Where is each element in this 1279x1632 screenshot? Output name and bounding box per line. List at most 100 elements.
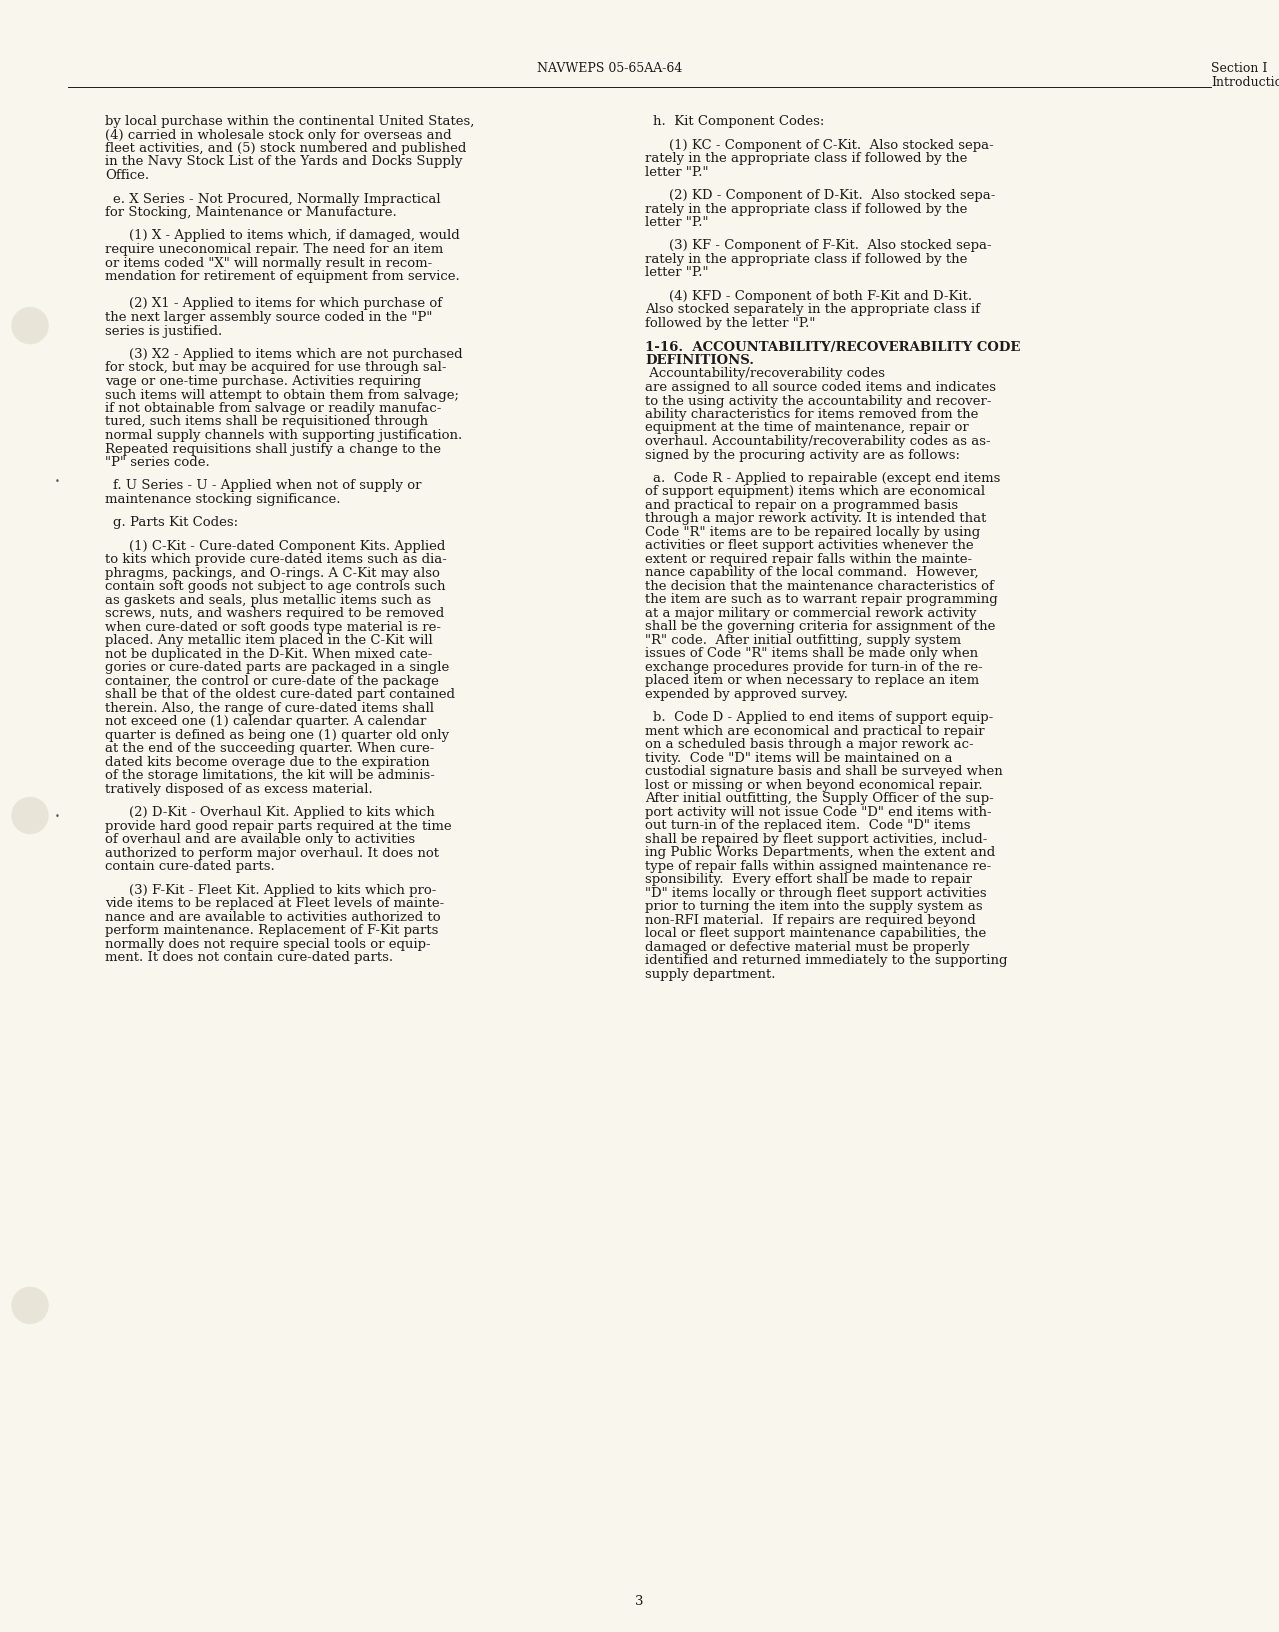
Text: extent or required repair falls within the mainte-: extent or required repair falls within t… (645, 553, 972, 566)
Text: expended by approved survey.: expended by approved survey. (645, 687, 848, 700)
Text: non-RFI material.  If repairs are required beyond: non-RFI material. If repairs are require… (645, 914, 976, 927)
Text: custodial signature basis and shall be surveyed when: custodial signature basis and shall be s… (645, 765, 1003, 778)
Text: quarter is defined as being one (1) quarter old only: quarter is defined as being one (1) quar… (105, 728, 449, 741)
Text: normally does not require special tools or equip-: normally does not require special tools … (105, 937, 431, 950)
Text: the decision that the maintenance characteristics of: the decision that the maintenance charac… (645, 579, 994, 592)
Text: identified and returned immediately to the supporting: identified and returned immediately to t… (645, 955, 1008, 966)
Text: activities or fleet support activities whenever the: activities or fleet support activities w… (645, 539, 973, 552)
Text: ing Public Works Departments, when the extent and: ing Public Works Departments, when the e… (645, 845, 995, 858)
Text: port activity will not issue Code "D" end items with-: port activity will not issue Code "D" en… (645, 806, 991, 819)
Text: tured, such items shall be requisitioned through: tured, such items shall be requisitioned… (105, 415, 428, 428)
Text: damaged or defective material must be properly: damaged or defective material must be pr… (645, 940, 969, 953)
Text: are assigned to all source coded items and indicates: are assigned to all source coded items a… (645, 380, 996, 393)
Text: shall be the governing criteria for assignment of the: shall be the governing criteria for assi… (645, 620, 995, 633)
Text: Office.: Office. (105, 168, 150, 181)
Text: Accountability/recoverability codes: Accountability/recoverability codes (645, 367, 885, 380)
Text: to kits which provide cure-dated items such as dia-: to kits which provide cure-dated items s… (105, 553, 446, 566)
Text: g. Parts Kit Codes:: g. Parts Kit Codes: (113, 516, 238, 529)
Text: provide hard good repair parts required at the time: provide hard good repair parts required … (105, 819, 451, 832)
Text: shall be repaired by fleet support activities, includ-: shall be repaired by fleet support activ… (645, 832, 987, 845)
Text: b.  Code D - Applied to end items of support equip-: b. Code D - Applied to end items of supp… (654, 712, 994, 725)
Text: ability characteristics for items removed from the: ability characteristics for items remove… (645, 408, 978, 421)
Circle shape (12, 1288, 49, 1324)
Text: local or fleet support maintenance capabilities, the: local or fleet support maintenance capab… (645, 927, 986, 940)
Text: (1) X - Applied to items which, if damaged, would: (1) X - Applied to items which, if damag… (129, 230, 459, 242)
Text: (2) D-Kit - Overhaul Kit. Applied to kits which: (2) D-Kit - Overhaul Kit. Applied to kit… (129, 806, 435, 819)
Text: Code "R" items are to be repaired locally by using: Code "R" items are to be repaired locall… (645, 526, 980, 539)
Text: rately in the appropriate class if followed by the: rately in the appropriate class if follo… (645, 202, 967, 215)
Text: After initial outfitting, the Supply Officer of the sup-: After initial outfitting, the Supply Off… (645, 792, 994, 805)
Text: type of repair falls within assigned maintenance re-: type of repair falls within assigned mai… (645, 860, 991, 873)
Text: letter "P.": letter "P." (645, 215, 709, 228)
Text: tratively disposed of as excess material.: tratively disposed of as excess material… (105, 782, 372, 795)
Text: require uneconomical repair. The need for an item: require uneconomical repair. The need fo… (105, 243, 444, 256)
Text: of support equipment) items which are economical: of support equipment) items which are ec… (645, 485, 985, 498)
Circle shape (12, 308, 49, 344)
Text: placed. Any metallic item placed in the C-Kit will: placed. Any metallic item placed in the … (105, 635, 432, 648)
Text: for Stocking, Maintenance or Manufacture.: for Stocking, Maintenance or Manufacture… (105, 206, 396, 219)
Text: tivity.  Code "D" items will be maintained on a: tivity. Code "D" items will be maintaine… (645, 752, 953, 764)
Text: in the Navy Stock List of the Yards and Docks Supply: in the Navy Stock List of the Yards and … (105, 155, 463, 168)
Text: vide items to be replaced at Fleet levels of mainte-: vide items to be replaced at Fleet level… (105, 898, 444, 911)
Text: (1) KC - Component of C-Kit.  Also stocked sepa-: (1) KC - Component of C-Kit. Also stocke… (669, 139, 994, 152)
Text: e. X Series - Not Procured, Normally Impractical: e. X Series - Not Procured, Normally Imp… (113, 193, 441, 206)
Text: followed by the letter "P.": followed by the letter "P." (645, 317, 816, 330)
Text: phragms, packings, and O-rings. A C-Kit may also: phragms, packings, and O-rings. A C-Kit … (105, 566, 440, 579)
Text: if not obtainable from salvage or readily manufac-: if not obtainable from salvage or readil… (105, 401, 441, 415)
Text: not be duplicated in the D-Kit. When mixed cate-: not be duplicated in the D-Kit. When mix… (105, 648, 432, 661)
Text: (2) KD - Component of D-Kit.  Also stocked sepa-: (2) KD - Component of D-Kit. Also stocke… (669, 189, 995, 202)
Text: through a major rework activity. It is intended that: through a major rework activity. It is i… (645, 512, 986, 526)
Text: h.  Kit Component Codes:: h. Kit Component Codes: (654, 114, 825, 127)
Text: •: • (55, 811, 60, 821)
Text: (3) X2 - Applied to items which are not purchased: (3) X2 - Applied to items which are not … (129, 348, 463, 361)
Text: letter "P.": letter "P." (645, 266, 709, 279)
Text: Also stocked separately in the appropriate class if: Also stocked separately in the appropria… (645, 304, 980, 317)
Text: authorized to perform major overhaul. It does not: authorized to perform major overhaul. It… (105, 847, 439, 860)
Text: 1-16.  ACCOUNTABILITY/RECOVERABILITY CODE: 1-16. ACCOUNTABILITY/RECOVERABILITY CODE (645, 341, 1021, 353)
Text: (3) F-Kit - Fleet Kit. Applied to kits which pro-: (3) F-Kit - Fleet Kit. Applied to kits w… (129, 883, 436, 896)
Text: Repeated requisitions shall justify a change to the: Repeated requisitions shall justify a ch… (105, 442, 441, 455)
Text: placed item or when necessary to replace an item: placed item or when necessary to replace… (645, 674, 980, 687)
Text: of the storage limitations, the kit will be adminis-: of the storage limitations, the kit will… (105, 769, 435, 782)
Text: nance capability of the local command.  However,: nance capability of the local command. H… (645, 566, 978, 579)
Text: "P" series code.: "P" series code. (105, 455, 210, 468)
Text: Section I: Section I (1211, 62, 1267, 75)
Text: a.  Code R - Applied to repairable (except end items: a. Code R - Applied to repairable (excep… (654, 472, 1000, 485)
Text: normal supply channels with supporting justification.: normal supply channels with supporting j… (105, 429, 462, 442)
Text: such items will attempt to obtain them from salvage;: such items will attempt to obtain them f… (105, 388, 459, 401)
Text: by local purchase within the continental United States,: by local purchase within the continental… (105, 114, 475, 127)
Text: dated kits become overage due to the expiration: dated kits become overage due to the exp… (105, 756, 430, 769)
Text: equipment at the time of maintenance, repair or: equipment at the time of maintenance, re… (645, 421, 968, 434)
Circle shape (12, 798, 49, 834)
Text: prior to turning the item into the supply system as: prior to turning the item into the suppl… (645, 899, 982, 912)
Text: issues of Code "R" items shall be made only when: issues of Code "R" items shall be made o… (645, 648, 978, 659)
Text: "D" items locally or through fleet support activities: "D" items locally or through fleet suppo… (645, 886, 986, 899)
Text: sponsibility.  Every effort shall be made to repair: sponsibility. Every effort shall be made… (645, 873, 972, 886)
Text: f. U Series - U - Applied when not of supply or: f. U Series - U - Applied when not of su… (113, 480, 422, 493)
Text: signed by the procuring activity are as follows:: signed by the procuring activity are as … (645, 449, 961, 462)
Text: (4) KFD - Component of both F-Kit and D-Kit.: (4) KFD - Component of both F-Kit and D-… (669, 290, 972, 304)
Text: fleet activities, and (5) stock numbered and published: fleet activities, and (5) stock numbered… (105, 142, 467, 155)
Text: exchange procedures provide for turn-in of the re-: exchange procedures provide for turn-in … (645, 661, 982, 674)
Text: the next larger assembly source coded in the "P": the next larger assembly source coded in… (105, 310, 432, 323)
Text: at the end of the succeeding quarter. When cure-: at the end of the succeeding quarter. Wh… (105, 743, 435, 756)
Text: DEFINITIONS.: DEFINITIONS. (645, 354, 755, 367)
Text: ment which are economical and practical to repair: ment which are economical and practical … (645, 725, 985, 738)
Text: ment. It does not contain cure-dated parts.: ment. It does not contain cure-dated par… (105, 951, 393, 965)
Text: shall be that of the oldest cure-dated part contained: shall be that of the oldest cure-dated p… (105, 689, 455, 702)
Text: overhaul. Accountability/recoverability codes as as-: overhaul. Accountability/recoverability … (645, 434, 991, 447)
Text: not exceed one (1) calendar quarter. A calendar: not exceed one (1) calendar quarter. A c… (105, 715, 426, 728)
Text: •: • (55, 477, 60, 486)
Text: supply department.: supply department. (645, 968, 775, 981)
Text: the item are such as to warrant repair programming: the item are such as to warrant repair p… (645, 592, 998, 605)
Text: vage or one-time purchase. Activities requiring: vage or one-time purchase. Activities re… (105, 375, 421, 388)
Text: out turn-in of the replaced item.  Code "D" items: out turn-in of the replaced item. Code "… (645, 819, 971, 832)
Text: screws, nuts, and washers required to be removed: screws, nuts, and washers required to be… (105, 607, 444, 620)
Text: or items coded "X" will normally result in recom-: or items coded "X" will normally result … (105, 256, 432, 269)
Text: contain soft goods not subject to age controls such: contain soft goods not subject to age co… (105, 579, 445, 592)
Text: on a scheduled basis through a major rework ac-: on a scheduled basis through a major rew… (645, 738, 973, 751)
Text: "R" code.  After initial outfitting, supply system: "R" code. After initial outfitting, supp… (645, 633, 961, 646)
Text: as gaskets and seals, plus metallic items such as: as gaskets and seals, plus metallic item… (105, 594, 431, 607)
Text: (2) X1 - Applied to items for which purchase of: (2) X1 - Applied to items for which purc… (129, 297, 443, 310)
Text: lost or missing or when beyond economical repair.: lost or missing or when beyond economica… (645, 778, 982, 792)
